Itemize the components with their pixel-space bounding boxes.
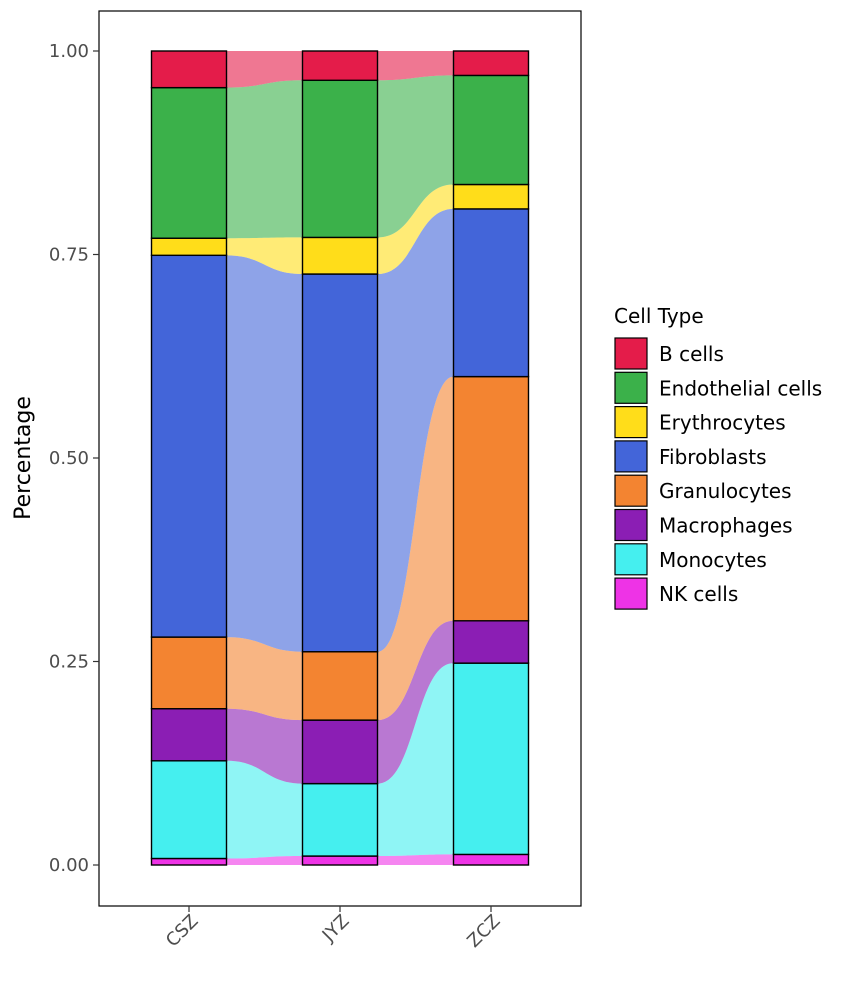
legend-key-granulocytes [614,474,648,507]
flow-endothelial-cells-csz-jyz [226,80,303,239]
bar-segment-csz-nk-cells [150,857,228,866]
flow-fibroblasts-csz-jyz [226,255,303,652]
bar-segment-zcz-erythrocytes [452,183,530,210]
legend-key-b-cells [614,337,648,370]
bar-segment-jyz-granulocytes [301,651,379,721]
bar-segment-jyz-macrophages [301,719,379,785]
flow-nk-cells-jyz-zcz [377,854,454,865]
bar-segment-csz-fibroblasts [150,254,228,638]
y-tick-label: 0.00 [49,855,89,876]
legend: Cell Type B cells Endothelial cells Erythr… [614,304,822,610]
flow-b-cells-jyz-zcz [377,51,454,81]
legend-label-nk-cells: NK cells [659,582,738,606]
flow-monocytes-csz-jyz [226,760,303,859]
y-axis-title: Percentage [11,396,36,520]
flow-granulocytes-csz-jyz [226,637,303,721]
bar-segment-jyz-nk-cells [301,855,379,866]
legend-title: Cell Type [614,304,704,328]
bar-segment-csz-endothelial-cells [150,86,228,239]
legend-label-macrophages: Macrophages [659,514,793,538]
y-axis: 0.00 0.25 0.50 0.75 1.00 [49,41,99,876]
bar-segment-csz-monocytes [150,760,228,860]
flow-erythrocytes-jyz-zcz [377,184,454,275]
legend-key-macrophages [614,508,648,542]
legend-label-erythrocytes: Erythrocytes [659,411,786,435]
legend-label-monocytes: Monocytes [659,548,767,572]
bar-segment-jyz-monocytes [301,782,379,857]
flow-layer [226,51,454,865]
flow-granulocytes-jyz-zcz [377,376,454,721]
bar-segment-csz-granulocytes [150,636,228,710]
legend-label-granulocytes: Granulocytes [659,479,792,503]
bar-segment-zcz-nk-cells [452,853,530,866]
flow-nk-cells-csz-jyz [226,856,303,865]
flow-macrophages-csz-jyz [226,708,303,784]
flow-endothelial-cells-jyz-zcz [377,75,454,238]
legend-key-fibroblasts [614,440,648,473]
bar-segment-zcz-monocytes [452,662,530,856]
bar-segment-jyz-erythrocytes [301,236,379,275]
flow-fibroblasts-jyz-zcz [377,208,454,652]
legend-label-b-cells: B cells [659,342,724,366]
bar-segment-csz-erythrocytes [150,237,228,257]
bar-segment-zcz-endothelial-cells [452,74,530,186]
legend-label-endothelial-cells: Endothelial cells [659,376,822,400]
bar-segment-jyz-endothelial-cells [301,79,379,239]
bar-segment-zcz-b-cells [452,50,530,77]
bar-segment-zcz-granulocytes [452,375,530,622]
bar-segment-jyz-b-cells [301,50,379,82]
flow-b-cells-csz-jyz [226,51,303,88]
flow-macrophages-jyz-zcz [377,620,454,784]
legend-key-monocytes [614,543,648,576]
y-tick-label: 0.25 [49,652,89,673]
y-tick-label: 0.75 [49,245,89,266]
flow-erythrocytes-csz-jyz [226,237,303,275]
y-tick-label: 1.00 [49,41,89,62]
bar-segment-zcz-fibroblasts [452,208,530,378]
y-tick-label: 0.50 [49,448,89,469]
bar-segment-zcz-macrophages [452,620,530,664]
legend-key-endothelial-cells [614,371,648,404]
bar-segment-csz-b-cells [150,50,228,89]
legend-key-nk-cells [614,577,648,610]
bar-layer [150,50,530,866]
flow-monocytes-jyz-zcz [377,663,454,857]
bar-segment-jyz-fibroblasts [301,273,379,653]
legend-label-fibroblasts: Fibroblasts [659,445,767,469]
legend-key-erythrocytes [614,406,648,439]
bar-segment-csz-macrophages [150,708,228,762]
